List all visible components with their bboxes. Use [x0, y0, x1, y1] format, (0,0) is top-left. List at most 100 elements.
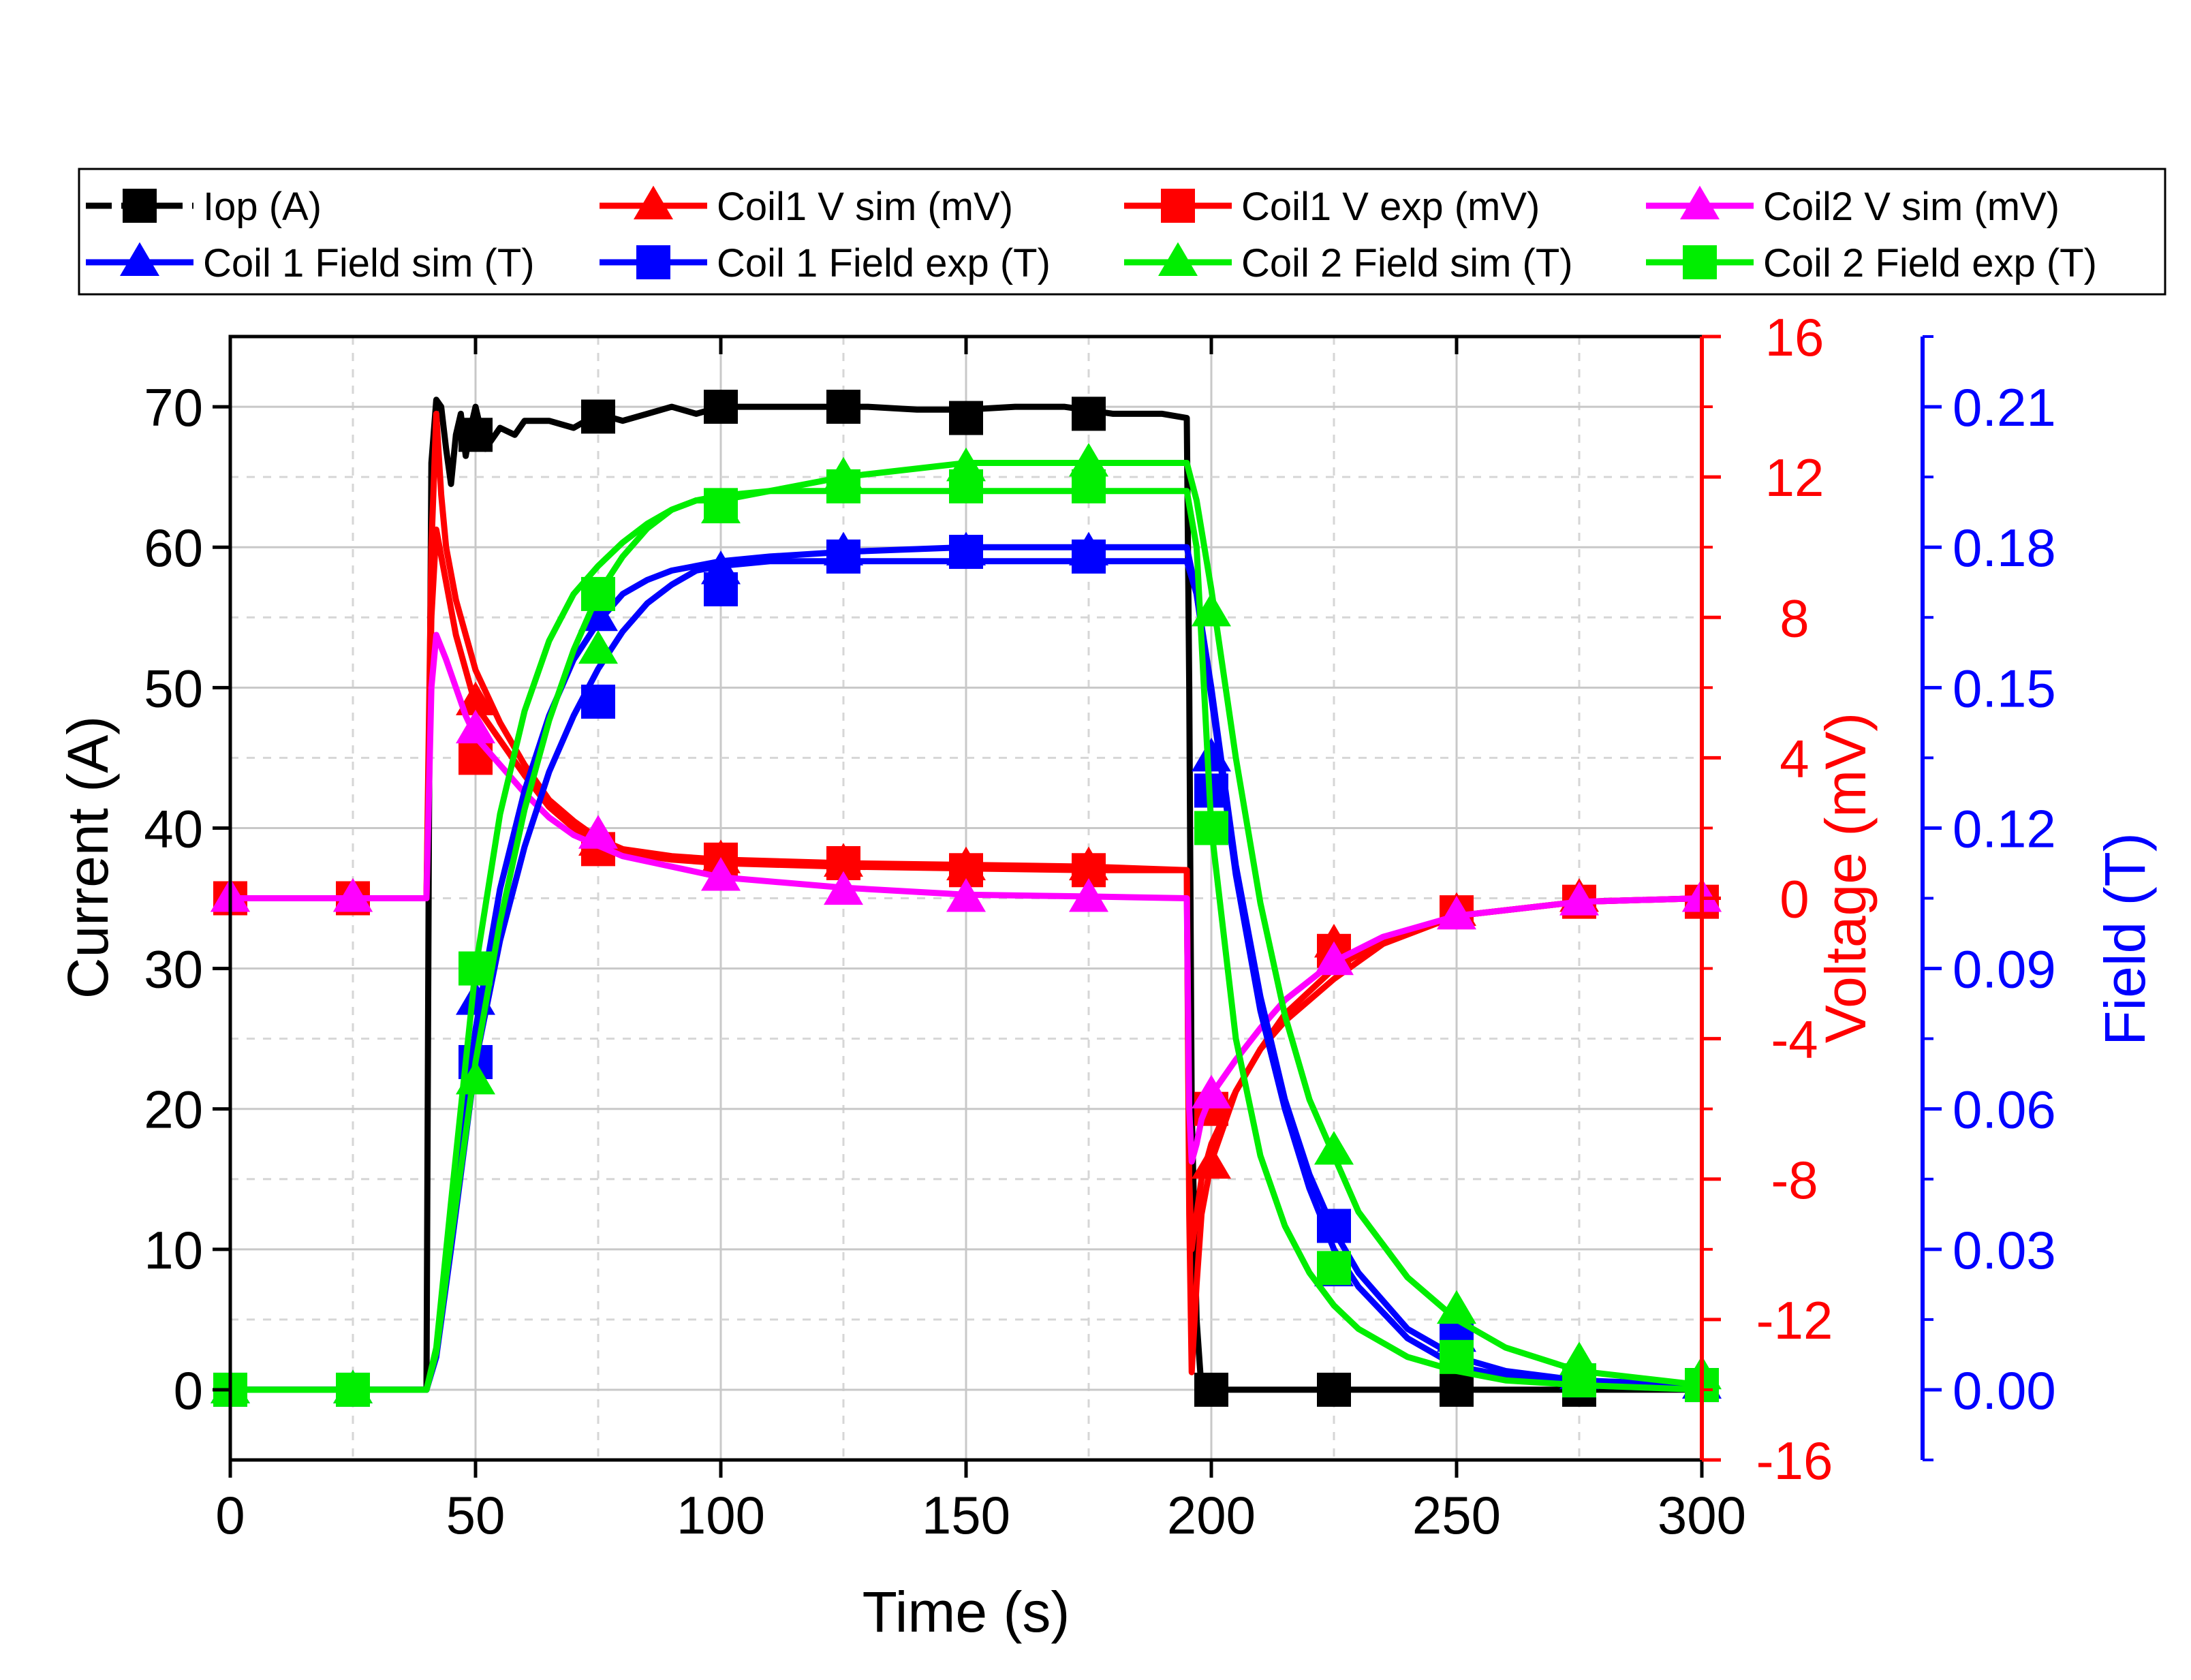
data-point: [456, 709, 495, 744]
series-7: [213, 469, 1719, 1407]
field-tick-label: 0.03: [1953, 1220, 2056, 1280]
data-point: [949, 535, 983, 570]
y-left-tick-label: 20: [144, 1080, 203, 1140]
y-left-tick-label: 0: [174, 1360, 203, 1420]
legend-label: Coil1 V sim (mV): [717, 185, 1013, 229]
legend-label: Iop (A): [203, 185, 322, 229]
y-left-tick-label: 10: [144, 1220, 203, 1280]
data-point: [826, 469, 860, 503]
data-point: [824, 871, 863, 905]
data-point: [1192, 1074, 1231, 1109]
data-point: [826, 539, 860, 574]
y-left-tick-label: 60: [144, 518, 203, 578]
y-left-tick-label: 50: [144, 658, 203, 718]
legend-item: Coil2 V sim (mV): [1646, 185, 2060, 229]
data-point: [826, 390, 860, 424]
x-tick-label: 50: [446, 1485, 506, 1545]
data-point: [704, 390, 738, 424]
legend-label: Coil 1 Field exp (T): [717, 241, 1051, 285]
data-point: [459, 951, 493, 986]
x-tick-label: 100: [677, 1485, 765, 1545]
data-point: [949, 401, 983, 435]
data-point: [1314, 941, 1354, 976]
voltage-tick-label: 16: [1765, 307, 1824, 367]
voltage-tick-label: 8: [1780, 588, 1809, 648]
legend-item: Coil1 V sim (mV): [600, 185, 1013, 229]
legend-swatch-marker: [634, 185, 673, 219]
data-point: [1317, 1372, 1351, 1407]
legend-item: Coil 2 Field exp (T): [1646, 241, 2097, 285]
field-tick-label: 0.21: [1953, 377, 2056, 437]
series-3: [211, 632, 1722, 1165]
legend-swatch-marker: [1158, 242, 1198, 276]
data-point: [459, 418, 493, 452]
voltage-tick-label: -8: [1771, 1150, 1818, 1210]
voltage-tick-label: 12: [1765, 448, 1824, 508]
legend-swatch-marker: [1683, 245, 1717, 279]
series-layer: [211, 390, 1722, 1407]
legend: Iop (A) Coil1 V sim (mV) Coil1 V exp (mV) C…: [78, 168, 2166, 296]
data-point: [578, 629, 618, 664]
data-point: [704, 488, 738, 523]
legend-label: Coil 2 Field exp (T): [1763, 241, 2097, 285]
legend-label: Coil 2 Field sim (T): [1241, 241, 1573, 285]
data-point: [578, 815, 618, 849]
data-point: [701, 857, 741, 891]
y-left-axis-title: Current (A): [56, 716, 120, 999]
data-point: [1069, 878, 1108, 912]
data-point: [1069, 443, 1108, 477]
data-point: [1072, 469, 1106, 503]
field-tick-label: 0.00: [1953, 1360, 2056, 1420]
data-point: [1440, 1339, 1474, 1374]
data-point: [1314, 1131, 1354, 1165]
legend-swatch-marker: [120, 242, 159, 276]
data-point: [1317, 1251, 1351, 1286]
field-tick-label: 0.18: [1953, 518, 2056, 578]
data-point: [336, 1372, 370, 1407]
legend-swatch-marker: [1161, 189, 1195, 223]
y-left-tick-label: 40: [144, 798, 203, 858]
voltage-tick-label: 0: [1780, 869, 1809, 929]
data-point: [1562, 1363, 1596, 1398]
legend-label: Coil2 V sim (mV): [1763, 185, 2060, 229]
x-axis-title: Time (s): [863, 1580, 1070, 1644]
axes: 0 50 100 150 200 250 300 Time (s) 0 10 20 30 40 50 60 7…: [56, 307, 2157, 1644]
data-point: [1194, 1372, 1228, 1407]
data-point: [1194, 811, 1228, 845]
field-axis-title: Field (T): [2093, 833, 2157, 1046]
y-left-tick-label: 30: [144, 939, 203, 999]
field-tick-label: 0.06: [1953, 1080, 2056, 1140]
y-left-tick-label: 70: [144, 377, 203, 437]
data-point: [1440, 1372, 1474, 1407]
field-tick-label: 0.15: [1953, 658, 2056, 718]
legend-label: Coil 1 Field sim (T): [203, 241, 535, 285]
data-point: [581, 399, 615, 434]
data-point: [1072, 396, 1106, 431]
data-point: [1072, 539, 1106, 574]
x-tick-label: 300: [1658, 1485, 1746, 1545]
x-tick-label: 150: [922, 1485, 1010, 1545]
field-tick-label: 0.09: [1953, 939, 2056, 999]
voltage-tick-label: -4: [1771, 1010, 1818, 1070]
data-point: [949, 469, 983, 503]
legend-label: Coil1 V exp (mV): [1241, 185, 1540, 229]
x-tick-label: 200: [1167, 1485, 1256, 1545]
data-point: [333, 878, 373, 912]
data-point: [581, 684, 615, 719]
voltage-axis-title: Voltage (mV): [1814, 713, 1878, 1044]
legend-box: [78, 168, 2166, 296]
data-point: [1437, 1290, 1476, 1324]
legend-swatch-marker: [123, 189, 157, 223]
legend-item: Coil 1 Field exp (T): [600, 241, 1051, 285]
data-point: [704, 572, 738, 607]
data-point: [1437, 895, 1476, 930]
legend-item: Coil1 V exp (mV): [1124, 185, 1540, 229]
field-tick-label: 0.12: [1953, 798, 2056, 858]
data-point: [581, 576, 615, 611]
legend-swatch-marker: [1680, 185, 1720, 219]
x-tick-label: 0: [215, 1485, 245, 1545]
x-tick-label: 250: [1412, 1485, 1501, 1545]
voltage-tick-label: -12: [1756, 1290, 1833, 1350]
